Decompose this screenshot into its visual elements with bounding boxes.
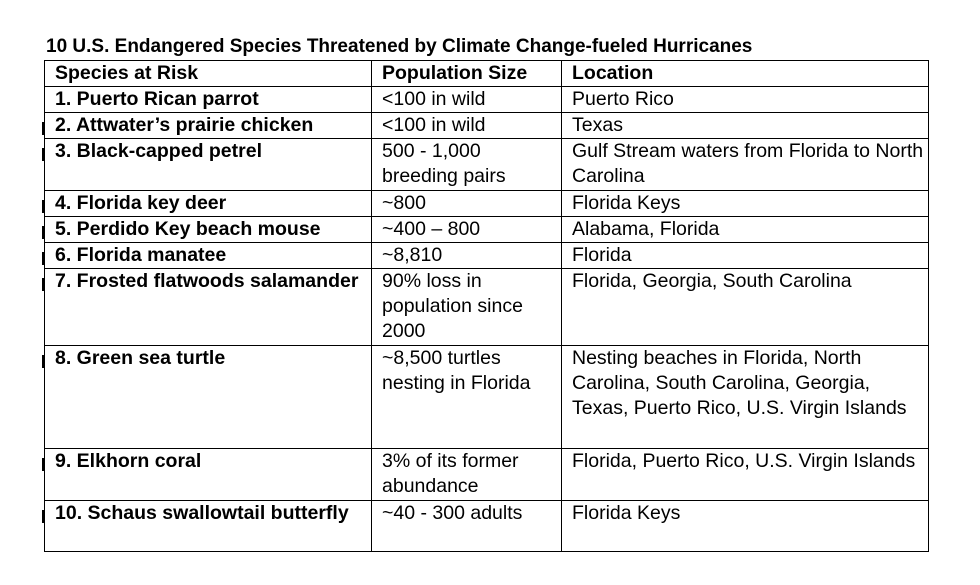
species-text: 9. Elkhorn coral <box>55 450 202 472</box>
population-cell: ~8,810 <box>371 242 562 269</box>
table-row: 10. Schaus swallowtail butterfly ~40 - 3… <box>42 500 929 552</box>
table-row: 7. Frosted flatwoods salamander 90% loss… <box>42 268 929 346</box>
species-text: 10. Schaus swallowtail butterfly <box>55 502 349 524</box>
location-cell: Alabama, Florida <box>561 216 929 243</box>
species-cell: 8. Green sea turtle <box>42 345 372 449</box>
table-row: 6. Florida manatee ~8,810 Florida <box>42 242 929 269</box>
population-cell: 3% of its former abundance <box>371 448 562 501</box>
location-cell: Florida Keys <box>561 500 929 552</box>
header-species: Species at Risk <box>44 60 372 87</box>
species-cell: 3. Black-capped petrel <box>42 138 372 191</box>
table-row: 2. Attwater’s prairie chicken <100 in wi… <box>42 112 929 139</box>
row-marker <box>42 148 44 161</box>
table-row: 5. Perdido Key beach mouse ~400 – 800 Al… <box>42 216 929 243</box>
species-cell: 5. Perdido Key beach mouse <box>42 216 372 243</box>
species-cell: 7. Frosted flatwoods salamander <box>42 268 372 346</box>
species-text: 8. Green sea turtle <box>55 347 226 369</box>
species-table: Species at Risk Population Size Location… <box>42 60 929 552</box>
population-cell: <100 in wild <box>371 86 562 113</box>
species-cell: 6. Florida manatee <box>42 242 372 269</box>
table-row: 1. Puerto Rican parrot <100 in wild Puer… <box>44 86 929 113</box>
table-row: 8. Green sea turtle ~8,500 turtles nesti… <box>42 345 929 449</box>
table-row: 3. Black-capped petrel 500 - 1,000 breed… <box>42 138 929 191</box>
location-cell: Florida, Georgia, South Carolina <box>561 268 929 346</box>
species-text: 2. Attwater’s prairie chicken <box>55 114 314 136</box>
table-header-row: Species at Risk Population Size Location <box>44 60 929 87</box>
population-cell: ~40 - 300 adults <box>371 500 562 552</box>
table-row: 4. Florida key deer ~800 Florida Keys <box>42 190 929 217</box>
table-title: 10 U.S. Endangered Species Threatened by… <box>46 36 753 57</box>
location-cell: Gulf Stream waters from Florida to North… <box>561 138 929 191</box>
population-cell: ~400 – 800 <box>371 216 562 243</box>
row-marker <box>42 252 44 265</box>
location-cell: Puerto Rico <box>561 86 929 113</box>
species-text: 4. Florida key deer <box>55 192 227 214</box>
population-cell: ~8,500 turtles nesting in Florida <box>371 345 562 449</box>
species-cell: 10. Schaus swallowtail butterfly <box>42 500 372 552</box>
location-cell: Texas <box>561 112 929 139</box>
species-cell: 9. Elkhorn coral <box>42 448 372 501</box>
population-cell: 500 - 1,000 breeding pairs <box>371 138 562 191</box>
species-text: 7. Frosted flatwoods salamander <box>55 270 359 292</box>
row-marker <box>42 226 44 239</box>
location-cell: Florida, Puerto Rico, U.S. Virgin Island… <box>561 448 929 501</box>
species-cell: 4. Florida key deer <box>42 190 372 217</box>
row-marker <box>42 122 44 135</box>
location-cell: Florida <box>561 242 929 269</box>
location-cell: Florida Keys <box>561 190 929 217</box>
row-marker <box>42 510 44 523</box>
species-text: 3. Black-capped petrel <box>55 140 262 162</box>
header-population: Population Size <box>371 60 562 87</box>
species-text: 6. Florida manatee <box>55 244 227 266</box>
row-marker <box>42 278 44 291</box>
population-cell: <100 in wild <box>371 112 562 139</box>
location-cell: Nesting beaches in Florida, North Caroli… <box>561 345 929 449</box>
header-location: Location <box>561 60 929 87</box>
population-cell: 90% loss in population since 2000 <box>371 268 562 346</box>
species-cell: 2. Attwater’s prairie chicken <box>42 112 372 139</box>
row-marker <box>42 200 44 213</box>
species-text: 5. Perdido Key beach mouse <box>55 218 321 240</box>
row-marker <box>42 355 44 368</box>
table-row: 9. Elkhorn coral 3% of its former abunda… <box>42 448 929 501</box>
row-marker <box>42 458 44 471</box>
species-cell: 1. Puerto Rican parrot <box>44 86 372 113</box>
population-cell: ~800 <box>371 190 562 217</box>
